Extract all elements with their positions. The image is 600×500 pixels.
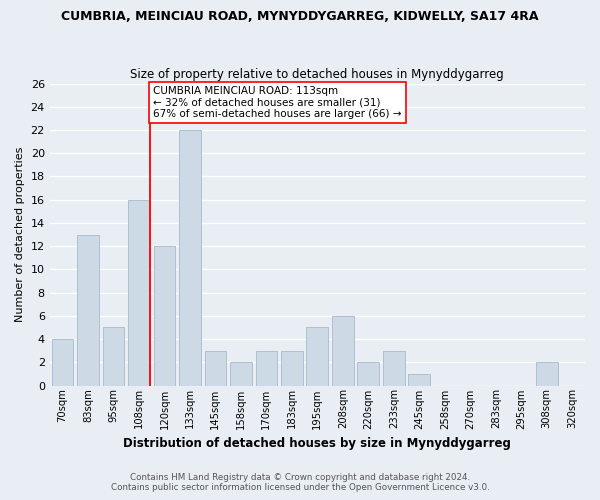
Bar (154, 246, 175, 386)
Bar (409, 374, 430, 386)
Title: Size of property relative to detached houses in Mynyddygarreg: Size of property relative to detached ho… (130, 68, 504, 81)
Text: CUMBRIA, MEINCIAU ROAD, MYNYDDYGARREG, KIDWELLY, SA17 4RA: CUMBRIA, MEINCIAU ROAD, MYNYDDYGARREG, K… (61, 10, 539, 23)
Bar (383, 350, 404, 386)
Text: CUMBRIA MEINCIAU ROAD: 113sqm
← 32% of detached houses are smaller (31)
67% of s: CUMBRIA MEINCIAU ROAD: 113sqm ← 32% of d… (154, 86, 402, 119)
Bar (256, 350, 277, 386)
Bar (358, 362, 379, 386)
Bar (77, 234, 99, 386)
Text: Contains HM Land Registry data © Crown copyright and database right 2024.
Contai: Contains HM Land Registry data © Crown c… (110, 473, 490, 492)
Bar (332, 316, 353, 386)
Bar (179, 130, 201, 386)
Bar (536, 362, 557, 386)
Y-axis label: Number of detached properties: Number of detached properties (15, 147, 25, 322)
Bar (205, 350, 226, 386)
Bar (52, 339, 73, 386)
Bar (281, 350, 302, 386)
X-axis label: Distribution of detached houses by size in Mynyddygarreg: Distribution of detached houses by size … (124, 437, 511, 450)
Bar (103, 328, 124, 386)
Bar (128, 200, 150, 386)
Bar (307, 328, 328, 386)
Bar (230, 362, 251, 386)
